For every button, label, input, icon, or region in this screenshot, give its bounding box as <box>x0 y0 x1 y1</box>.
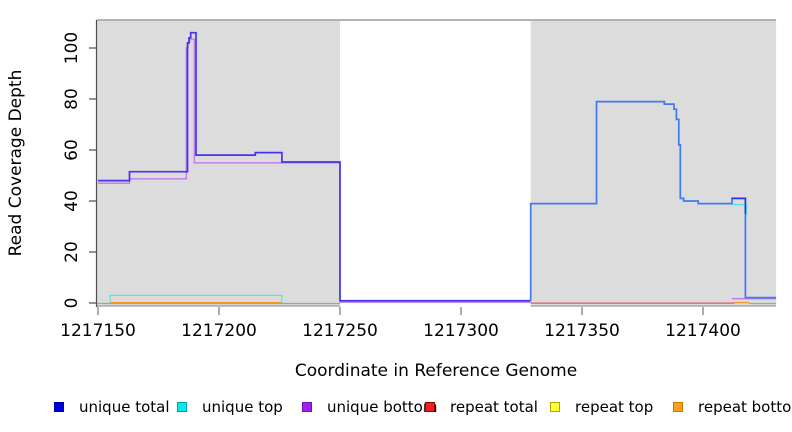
legend-item-repeat-total: repeat total <box>425 398 538 416</box>
y-tick-label: 0 <box>62 297 82 309</box>
legend-swatch-icon <box>425 402 435 412</box>
legend-swatch-icon <box>550 402 560 412</box>
y-tick-label: 40 <box>62 190 82 212</box>
series-line-unique-total-right <box>529 100 777 301</box>
y-tick-label: 60 <box>62 139 82 161</box>
legend-item-repeat-top: repeat top <box>550 398 654 416</box>
y-tick-label: 100 <box>62 31 82 65</box>
y-tick-label: 20 <box>62 241 82 263</box>
series-line-unique-total-left <box>98 31 531 302</box>
x-tick-label: 1217400 <box>665 321 741 341</box>
series-line-unique-total-notch-right <box>731 197 747 214</box>
x-tick-label: 1217300 <box>423 321 499 341</box>
legend-swatch-icon <box>54 402 64 412</box>
legend-swatch-icon <box>302 402 312 412</box>
x-tick-label: 1217150 <box>60 321 136 341</box>
x-tick-label: 1217350 <box>544 321 620 341</box>
legend-label: repeat total <box>450 398 538 416</box>
legend-label: unique top <box>202 398 283 416</box>
legend-label: unique total <box>79 398 170 416</box>
x-axis-title: Coordinate in Reference Genome <box>294 361 578 381</box>
legend-item-unique-top: unique top <box>177 398 283 416</box>
legend-item-repeat-bottom: repeat bottom <box>673 398 792 416</box>
legend-item-unique-total: unique total <box>54 398 170 416</box>
legend-label: unique bottom <box>327 398 438 416</box>
legend-swatch-icon <box>177 402 187 412</box>
legend-item-unique-bottom: unique bottom <box>302 398 438 416</box>
legend-label: repeat bottom <box>698 398 792 416</box>
y-tick-label: 80 <box>62 88 82 110</box>
series-line-unique-top-notch-right <box>732 203 748 217</box>
x-tick-label: 1217250 <box>302 321 378 341</box>
series-line-unique-top-left <box>109 294 283 303</box>
legend-swatch-icon <box>673 402 683 412</box>
y-axis-title: Read Coverage Depth <box>6 69 26 257</box>
x-tick-label: 1217200 <box>181 321 257 341</box>
shaded-region-0 <box>97 21 340 306</box>
legend-label: repeat top <box>575 398 654 416</box>
shaded-region-1 <box>530 21 777 306</box>
